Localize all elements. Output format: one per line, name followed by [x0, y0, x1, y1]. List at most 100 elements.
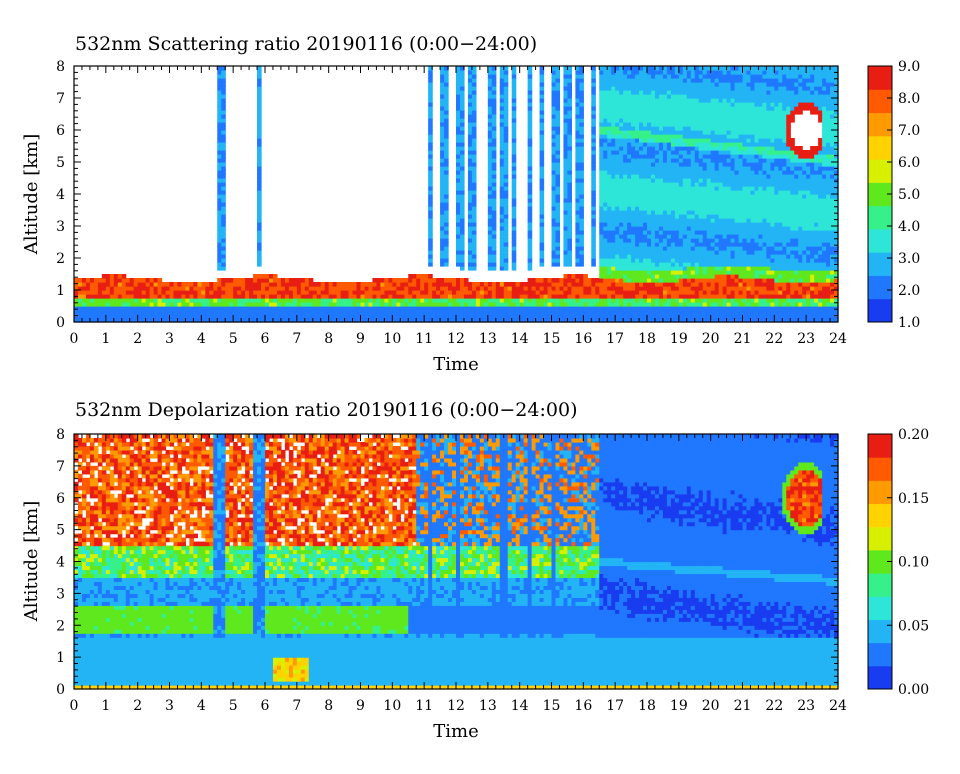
heatmap-cell — [420, 282, 425, 287]
heatmap-cell — [762, 254, 767, 259]
heatmap-cell — [694, 310, 700, 315]
heatmap-cell — [774, 286, 779, 291]
heatmap-cell — [444, 230, 449, 235]
heatmap-cell — [623, 206, 628, 211]
heatmap-cell — [459, 170, 465, 175]
heatmap-cell — [483, 290, 489, 295]
heatmap-cell — [539, 302, 545, 307]
heatmap-cell — [647, 282, 652, 287]
heatmap-cell — [276, 282, 282, 287]
heatmap-cell — [456, 238, 461, 243]
heatmap-cell — [567, 166, 572, 171]
heatmap-cell — [372, 306, 378, 311]
heatmap-cell — [253, 302, 258, 307]
heatmap-cell — [666, 290, 672, 295]
heatmap-cell — [766, 258, 771, 263]
heatmap-cell — [81, 306, 87, 311]
heatmap-cell — [197, 286, 202, 291]
heatmap-cell — [265, 274, 270, 279]
heatmap-cell — [754, 310, 760, 315]
heatmap-cell — [682, 278, 688, 283]
heatmap-cell — [762, 190, 767, 195]
heatmap-cell — [467, 230, 473, 235]
heatmap-cell — [690, 314, 696, 319]
heatmap-cell — [503, 190, 509, 195]
heatmap-cell — [440, 314, 445, 319]
heatmap-cell — [666, 226, 672, 231]
heatmap-cell — [726, 214, 732, 219]
heatmap-cell — [766, 282, 771, 287]
heatmap-cell — [428, 302, 433, 307]
heatmap-cell — [802, 246, 807, 251]
heatmap-cell — [666, 286, 672, 291]
heatmap-cell — [615, 178, 620, 183]
heatmap-cell — [790, 238, 795, 243]
heatmap-cell — [619, 198, 624, 203]
heatmap-cell — [818, 202, 823, 207]
heatmap-cell — [101, 286, 107, 291]
heatmap-cell — [698, 246, 704, 251]
heatmap-cell — [714, 150, 720, 155]
heatmap-cell — [487, 234, 493, 239]
heatmap-cell — [93, 314, 99, 319]
heatmap-cell — [217, 290, 222, 295]
heatmap-cell — [499, 286, 505, 291]
heatmap-cell — [336, 310, 342, 315]
heatmap-cell — [754, 174, 760, 179]
heatmap-cell — [750, 238, 756, 243]
heatmap-cell — [217, 142, 222, 147]
heatmap-cell — [826, 262, 831, 267]
heatmap-cell — [782, 306, 787, 311]
heatmap-cell — [499, 242, 505, 247]
heatmap-cell — [205, 286, 210, 291]
heatmap-cell — [738, 306, 744, 311]
heatmap-cell — [197, 302, 202, 307]
heatmap-cell — [257, 230, 262, 235]
heatmap-cell — [722, 242, 728, 247]
heatmap-cell — [623, 282, 628, 287]
heatmap-cell — [499, 190, 505, 195]
heatmap-cell — [814, 214, 819, 219]
heatmap-cell — [579, 258, 584, 263]
heatmap-cell — [623, 314, 628, 319]
heatmap-cell — [599, 246, 604, 251]
heatmap-cell — [674, 206, 680, 211]
heatmap-cell — [782, 290, 787, 295]
heatmap-cell — [734, 250, 740, 255]
heatmap-cell — [428, 246, 433, 251]
heatmap-cell — [563, 138, 569, 143]
heatmap-cell — [213, 286, 218, 291]
heatmap-cell — [265, 302, 270, 307]
heatmap-cell — [101, 278, 107, 283]
heatmap-cell — [682, 274, 688, 279]
heatmap-cell — [706, 290, 712, 295]
heatmap-cell — [527, 198, 533, 203]
heatmap-cell — [587, 286, 592, 291]
heatmap-cell — [217, 286, 222, 291]
heatmap-cell — [352, 314, 358, 319]
heatmap-cell — [826, 306, 831, 311]
heatmap-cell — [129, 298, 135, 303]
heatmap-cell — [662, 282, 668, 287]
heatmap-cell — [153, 294, 159, 299]
heatmap-cell — [340, 302, 346, 307]
heatmap-cell — [591, 142, 596, 147]
heatmap-cell — [555, 158, 561, 163]
heatmap-cell — [300, 286, 306, 291]
heatmap-cell — [583, 306, 588, 311]
heatmap-cell — [531, 282, 537, 287]
heatmap-cell — [786, 190, 791, 195]
heatmap-cell — [798, 150, 803, 155]
heatmap-cell — [515, 282, 521, 287]
heatmap-cell — [97, 302, 103, 307]
heatmap-cell — [678, 222, 684, 227]
heatmap-cell — [674, 234, 680, 239]
heatmap-cell — [296, 306, 302, 311]
heatmap-cell — [149, 314, 155, 319]
heatmap-cell — [698, 174, 704, 179]
heatmap-cell — [304, 318, 310, 323]
heatmap-cell — [444, 286, 449, 291]
heatmap-cell — [639, 194, 644, 199]
heatmap-cell — [432, 298, 437, 303]
heatmap-cell — [762, 194, 767, 199]
